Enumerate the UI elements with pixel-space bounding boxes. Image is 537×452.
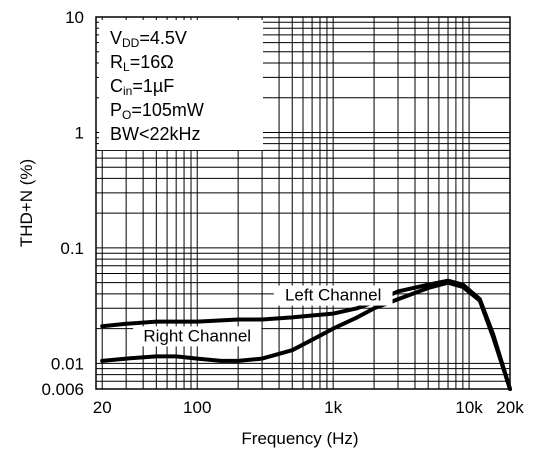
condition-line: PO=105mW [110,100,204,122]
series-label-1: Right Channel [143,326,251,345]
series-label-background [133,326,262,347]
y-tick-label: 10 [65,8,84,27]
condition-line: VDD=4.5V [110,28,187,50]
legend-box-background [99,20,263,150]
x-tick-label: 100 [183,398,211,417]
series-label-0: Left Channel [285,286,381,305]
y-tick-label: 0.006 [41,380,84,399]
y-tick-label: 1 [75,123,84,142]
plot-frame [95,16,511,390]
series-line-1 [100,280,512,391]
x-tick-label: 20 [93,398,112,417]
condition-line: Cin=1µF [110,76,174,98]
y-tick-labels: 10 1 0.1 0.01 0.006 [41,8,84,399]
x-tick-label: 1k [324,398,342,417]
condition-line: RL=16Ω [110,52,174,74]
series-labels: Left Channel Right Channel [133,285,393,347]
series-lines [100,278,512,391]
x-tick-label: 10k [455,398,483,417]
y-tick-label: 0.1 [60,239,84,258]
x-tick-labels: 20 100 1k 10k 20k [93,398,524,417]
x-axis-title: Frequency (Hz) [241,429,358,448]
series-label-background [273,285,393,306]
x-tick-label: 20k [496,398,524,417]
condition-line: BW<22kHz [110,124,201,144]
y-tick-label: 0.01 [51,354,84,373]
y-axis-title: THD+N (%) [17,159,36,247]
